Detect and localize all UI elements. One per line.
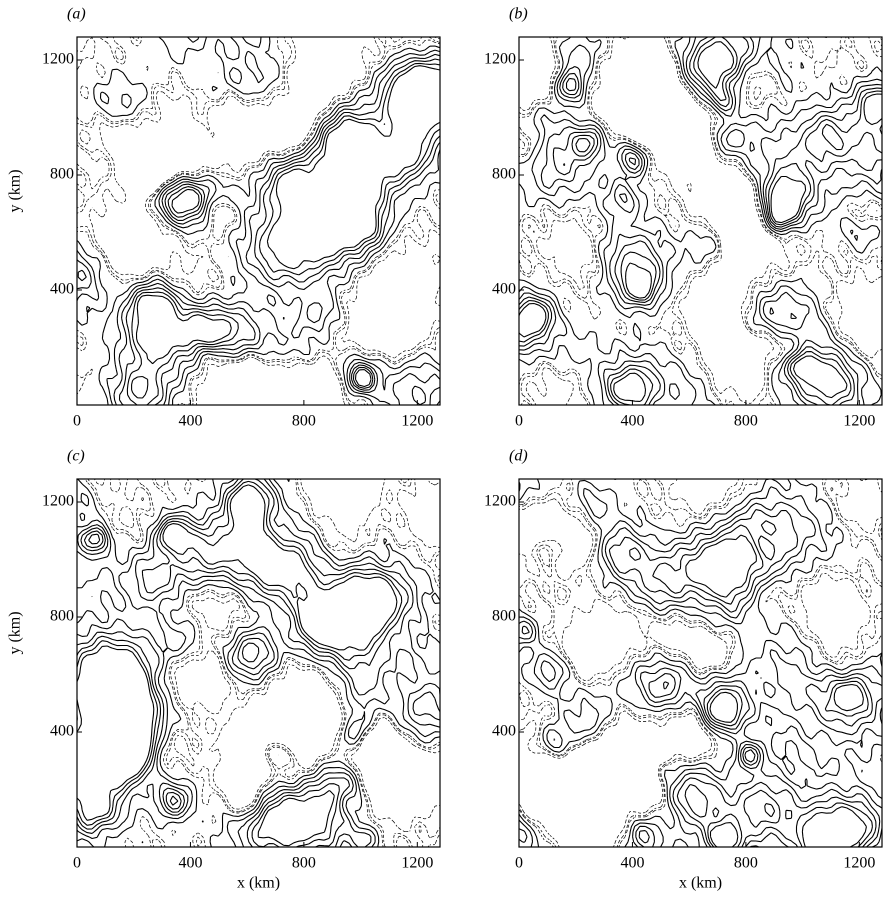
y-tick-label: 400 [50, 723, 74, 740]
contour-line [76, 36, 441, 406]
contour-line [518, 41, 883, 402]
panel-label: (c) [67, 448, 85, 465]
plot-frame [76, 478, 441, 848]
x-tick-label: 0 [73, 855, 81, 872]
x-tick-label: 800 [734, 413, 758, 430]
contour-line [518, 36, 883, 406]
y-tick-label: 1200 [484, 493, 516, 510]
contour-line [518, 36, 883, 406]
x-tick-label: 400 [178, 413, 202, 430]
contour-line [518, 36, 883, 406]
contour-line [518, 478, 883, 848]
contour-line [518, 36, 883, 406]
x-tick-label: 800 [292, 413, 316, 430]
contour-line [518, 478, 883, 848]
y-tick-label: 1200 [484, 51, 516, 68]
contour-line [79, 36, 441, 406]
x-tick-label: 800 [292, 855, 316, 872]
contour-line [518, 481, 883, 848]
contour-line [84, 478, 441, 848]
contour-plot [76, 36, 441, 406]
y-tick-label: 1200 [42, 51, 74, 68]
x-tick-label: 1200 [401, 413, 433, 430]
contour-line [518, 478, 883, 848]
x-tick-label: 400 [178, 855, 202, 872]
y-tick-label: 400 [492, 723, 516, 740]
contour-line [685, 534, 867, 848]
contour-line [521, 509, 877, 848]
x-tick-label: 800 [734, 855, 758, 872]
x-tick-label: 400 [620, 413, 644, 430]
contour-line [518, 36, 883, 406]
x-tick-label: 400 [620, 855, 644, 872]
plot-frame [76, 36, 441, 406]
y-axis-label: y (km) [7, 169, 24, 212]
y-tick-label: 800 [492, 608, 516, 625]
y-tick-label: 1200 [42, 493, 74, 510]
contour-plot [518, 36, 883, 406]
contour-line [76, 480, 403, 848]
panel-label: (a) [67, 6, 86, 23]
contour-line [518, 478, 883, 848]
x-axis-label: x (km) [237, 875, 280, 892]
contour-line [87, 478, 441, 848]
contour-line [518, 501, 883, 848]
y-tick-label: 400 [492, 281, 516, 298]
contour-line [131, 65, 441, 399]
contour-line [76, 478, 441, 848]
contour-line [76, 36, 441, 406]
plot-frame [518, 478, 883, 848]
y-tick-label: 400 [50, 281, 74, 298]
contour-line [76, 478, 441, 848]
x-tick-label: 1200 [843, 413, 875, 430]
contour-line [76, 36, 441, 406]
x-axis-label: x (km) [679, 875, 722, 892]
contour-line [76, 478, 441, 848]
contour-line [76, 36, 441, 406]
x-tick-label: 1200 [401, 855, 433, 872]
contour-line [76, 53, 441, 406]
contour-plot [518, 478, 883, 848]
y-tick-label: 800 [50, 608, 74, 625]
contour-plot [76, 478, 441, 848]
x-tick-label: 1200 [843, 855, 875, 872]
contour-line [518, 36, 883, 406]
contour-line [77, 58, 441, 406]
contour-line [109, 478, 441, 833]
contour-line [76, 478, 441, 848]
y-tick-label: 800 [50, 166, 74, 183]
panel-label: (d) [509, 448, 528, 465]
y-axis-label: y (km) [7, 611, 24, 654]
plot-frame [518, 36, 883, 406]
contour-line [76, 484, 398, 847]
x-tick-label: 0 [515, 855, 523, 872]
y-tick-label: 800 [492, 166, 516, 183]
x-tick-label: 0 [515, 413, 523, 430]
panel-label: (b) [509, 6, 528, 23]
contour-line [629, 520, 873, 848]
contour-line [518, 36, 883, 406]
x-tick-label: 0 [73, 413, 81, 430]
